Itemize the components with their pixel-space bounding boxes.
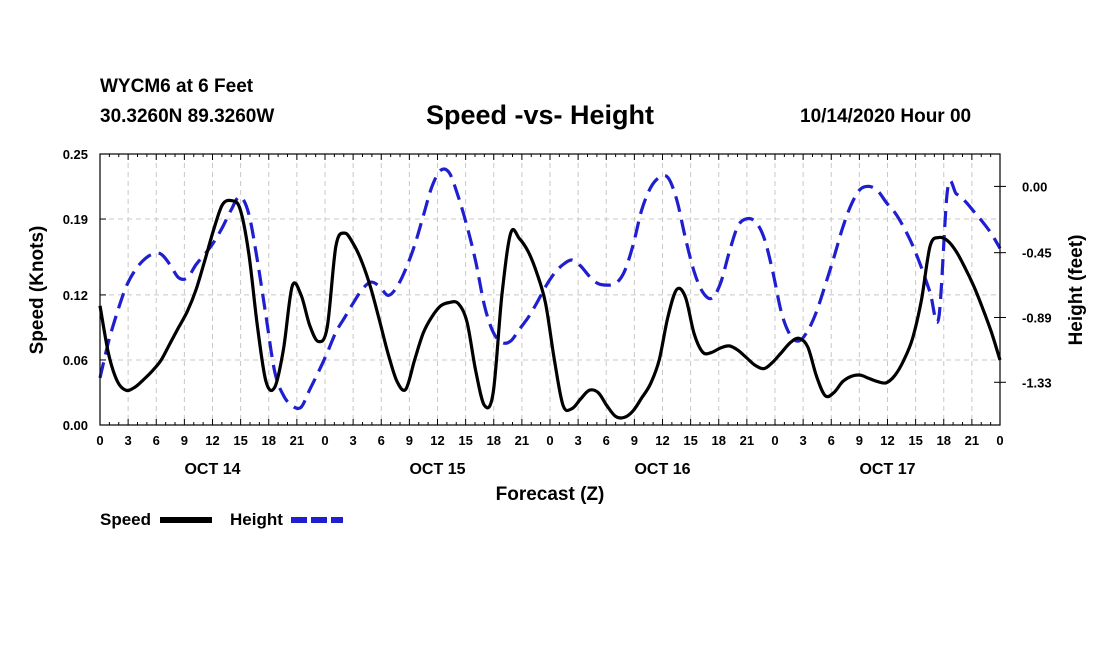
y-tick-label: 0.00 xyxy=(63,418,88,433)
x-tick-label: 12 xyxy=(430,433,444,448)
x-tick-label: 21 xyxy=(740,433,754,448)
x-tick-label: 3 xyxy=(800,433,807,448)
speed-series-line xyxy=(98,198,1002,420)
x-tick-label: 12 xyxy=(880,433,894,448)
y2-tick-label: 0.00 xyxy=(1022,179,1047,194)
day-label: OCT 14 xyxy=(184,461,240,478)
x-tick-label: 12 xyxy=(205,433,219,448)
x-tick-label: 0 xyxy=(321,433,328,448)
forecast-date: 10/14/2020 Hour 00 xyxy=(800,106,972,127)
x-tick-label: 6 xyxy=(603,433,610,448)
y-tick-label: 0.19 xyxy=(63,212,88,227)
x-axis-title: Forecast (Z) xyxy=(496,484,605,505)
y-tick-label: 0.25 xyxy=(63,147,88,162)
x-tick-label: 0 xyxy=(546,433,553,448)
x-tick-label: 15 xyxy=(908,433,922,448)
x-tick-label: 21 xyxy=(290,433,304,448)
x-tick-label: 0 xyxy=(96,433,103,448)
y2-tick-label: -0.89 xyxy=(1022,310,1052,325)
x-tick-label: 6 xyxy=(153,433,160,448)
station-label: WYCM6 at 6 Feet xyxy=(100,76,254,97)
y-tick-label: 0.06 xyxy=(63,353,88,368)
legend-height-label: Height xyxy=(230,510,283,529)
grid xyxy=(100,154,1000,425)
chart-title: Speed -vs- Height xyxy=(426,100,655,130)
x-tick-label: 15 xyxy=(233,433,247,448)
day-label: OCT 15 xyxy=(409,461,465,478)
series-group xyxy=(98,167,1002,420)
x-tick-label: 0 xyxy=(996,433,1003,448)
y-tick-label: 0.12 xyxy=(63,288,88,303)
x-tick-label: 12 xyxy=(655,433,669,448)
x-tick-label: 6 xyxy=(828,433,835,448)
x-tick-label: 6 xyxy=(378,433,385,448)
height-series-line xyxy=(98,167,1002,411)
day-label: OCT 16 xyxy=(634,461,690,478)
x-tick-label: 9 xyxy=(406,433,413,448)
x-tick-label: 18 xyxy=(937,433,951,448)
coordinates-label: 30.3260N 89.3260W xyxy=(100,106,275,127)
x-tick-label: 3 xyxy=(125,433,132,448)
y2-tick-label: -1.33 xyxy=(1022,375,1052,390)
x-tick-label: 15 xyxy=(683,433,697,448)
day-label: OCT 17 xyxy=(859,461,915,478)
x-tick-label: 3 xyxy=(350,433,357,448)
x-tick-label: 3 xyxy=(575,433,582,448)
x-tick-label: 21 xyxy=(515,433,529,448)
legend: Speed Height xyxy=(100,510,343,529)
x-tick-label: 9 xyxy=(181,433,188,448)
x-tick-label: 18 xyxy=(487,433,501,448)
y-axis-title: Speed (Knots) xyxy=(27,226,48,355)
x-tick-label: 15 xyxy=(458,433,472,448)
x-tick-label: 9 xyxy=(856,433,863,448)
x-tick-label: 21 xyxy=(965,433,979,448)
legend-speed-label: Speed xyxy=(100,510,151,529)
axis-labels: 0 3 6 9 12 15 18 21 0 3 6 9 12 15 18 21 0 3 6 9 12 15 18 21 0 3 6 9… xyxy=(27,147,1087,505)
y2-tick-label: -0.45 xyxy=(1022,246,1052,261)
x-tick-label: 9 xyxy=(631,433,638,448)
axis-ticks xyxy=(99,153,1006,426)
x-tick-label: 18 xyxy=(262,433,276,448)
y2-axis-title: Height (feet) xyxy=(1066,235,1087,346)
x-tick-label: 18 xyxy=(712,433,726,448)
x-tick-label: 0 xyxy=(771,433,778,448)
